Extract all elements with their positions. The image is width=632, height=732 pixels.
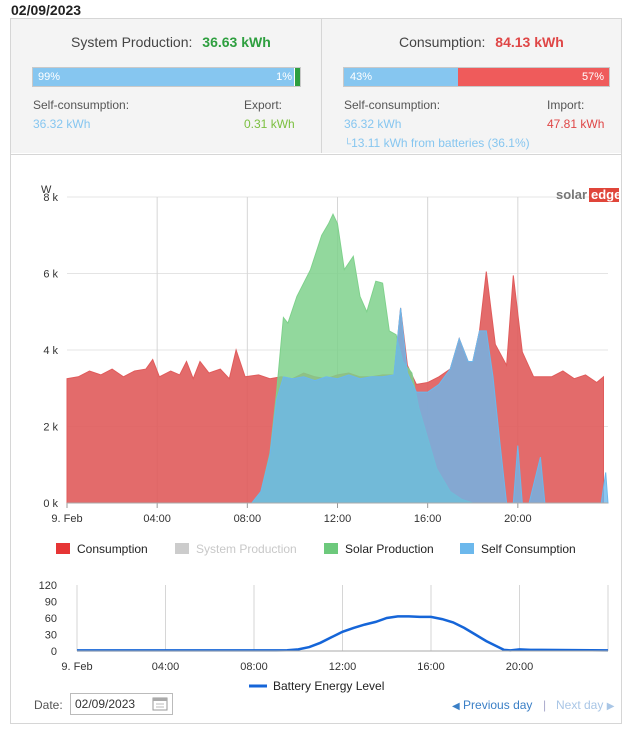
next-day-link[interactable]: Next day ▶ (556, 698, 614, 712)
page-date: 02/09/2023 (11, 2, 82, 18)
battery-x-tick-label: 08:00 (240, 661, 268, 673)
consumption-self-label: Self-consumption: (344, 98, 441, 112)
legend-label-system-production: System Production (196, 542, 297, 556)
battery-x-tick-label: 04:00 (152, 661, 180, 673)
date-input[interactable]: 02/09/2023 (70, 693, 173, 715)
date-input-value: 02/09/2023 (75, 697, 136, 711)
production-title-label: System Production: (71, 34, 193, 50)
x-tick-label: 16:00 (414, 513, 442, 525)
production-self-value: 36.32 kWh (33, 117, 91, 131)
legend-item-solar-production[interactable]: Solar Production (324, 542, 434, 556)
production-panel: System Production: 36.63 kWh 99% 1% Self… (11, 19, 322, 153)
legend-swatch-solar-production (324, 543, 338, 554)
logo-text-solar: solar (556, 187, 587, 202)
legend-label-solar-production: Solar Production (345, 542, 434, 556)
battery-y-tick-label: 120 (39, 580, 57, 592)
consumption-self-value: 36.32 kWh (344, 117, 402, 131)
x-tick-label: 08:00 (234, 513, 262, 525)
battery-x-tick-label: 20:00 (506, 661, 534, 673)
power-chart-svg: 0 k 2 k 4 k 6 k 8 k 9. Feb 04:00 08:00 12:00 16:0… (39, 184, 621, 693)
dashboard-frame: System Production: 36.63 kWh 99% 1% Self… (10, 18, 622, 724)
production-total: 36.63 kWh (202, 34, 271, 50)
export-label: Export: (244, 98, 283, 112)
calendar-icon[interactable] (152, 696, 168, 711)
corner-arrow-icon: └ (344, 139, 352, 150)
consumption-title: Consumption: 84.13 kWh (399, 34, 564, 50)
battery-x-tick-label: 16:00 (417, 661, 445, 673)
production-bar: 99% 1% (32, 67, 301, 87)
battery-x-tick-label: 12:00 (329, 661, 357, 673)
nav-separator: | (543, 698, 547, 712)
legend-swatch-self-consumption (460, 543, 474, 554)
consumption-total: 84.13 kWh (495, 34, 564, 50)
battery-y-tick-label: 60 (45, 613, 57, 625)
logo-badge (589, 188, 619, 202)
legend-label-battery: Battery Energy Level (273, 679, 384, 693)
production-export-pct: 1% (276, 71, 292, 83)
battery-x-tick-label: 9. Feb (61, 661, 92, 673)
legend-item-consumption[interactable]: Consumption (56, 542, 148, 556)
production-self-segment: 99% (33, 68, 295, 86)
consumption-import-pct: 57% (581, 71, 604, 83)
previous-day-label: Previous day (463, 698, 533, 712)
y-axis-label: W (41, 184, 52, 196)
power-legend: Consumption System Production Solar Prod… (56, 542, 576, 556)
battery-level-line (77, 615, 609, 652)
next-day-label: Next day (556, 698, 604, 712)
date-label: Date: (34, 698, 63, 712)
legend-label-consumption: Consumption (77, 542, 148, 556)
battery-y-tick-label: 90 (45, 597, 57, 609)
x-tick-label: 9. Feb (51, 513, 82, 525)
legend-swatch-system-production (175, 543, 189, 554)
legend-item-self-consumption[interactable]: Self Consumption (460, 542, 576, 556)
battery-y-tick-label: 30 (45, 630, 57, 642)
triangle-left-icon: ◀ (452, 701, 460, 712)
consumption-self-pct: 43% (350, 71, 373, 83)
consumption-bar: 43% 57% (343, 67, 610, 87)
consumption-panel: Consumption: 84.13 kWh 43% 57% Self-cons… (322, 19, 621, 153)
chart-area: 0 k 2 k 4 k 6 k 8 k 9. Feb 04:00 08:00 12:00 16:0… (11, 154, 621, 724)
legend-label-self-consumption: Self Consumption (481, 542, 576, 556)
triangle-right-icon: ▶ (606, 701, 615, 712)
production-self-label: Self-consumption: (33, 98, 130, 112)
y-tick-label: 4 k (43, 345, 58, 357)
consumption-import-segment: 57% (458, 68, 609, 86)
y-tick-label: 6 k (43, 269, 58, 281)
import-value: 47.81 kWh (547, 117, 605, 131)
production-self-pct: 99% (38, 71, 61, 83)
production-title: System Production: 36.63 kWh (71, 34, 271, 50)
y-tick-label: 0 k (43, 498, 58, 510)
y-tick-label: 8 k (43, 192, 58, 204)
import-label: Import: (547, 98, 585, 112)
production-export-segment (295, 68, 300, 86)
x-tick-label: 20:00 (504, 513, 532, 525)
x-tick-label: 12:00 (324, 513, 352, 525)
export-value: 0.31 kWh (244, 117, 295, 131)
consumption-self-segment: 43% (344, 68, 458, 86)
batteries-note: └13.11 kWh from batteries (36.1%) (344, 136, 530, 150)
x-tick-label: 04:00 (143, 513, 171, 525)
legend-swatch-consumption (56, 543, 70, 554)
solaredge-logo: solar edge (556, 187, 621, 202)
previous-day-link[interactable]: ◀ Previous day (452, 698, 532, 712)
batteries-note-text: 13.11 kWh from batteries (36.1%) (351, 136, 530, 150)
y-tick-label: 2 k (43, 422, 58, 434)
battery-legend[interactable]: Battery Energy Level (249, 679, 384, 693)
legend-item-system-production[interactable]: System Production (175, 542, 297, 556)
consumption-title-label: Consumption: (399, 34, 486, 50)
battery-y-tick-label: 0 (51, 646, 57, 658)
logo-text-edge: edge (591, 187, 621, 202)
